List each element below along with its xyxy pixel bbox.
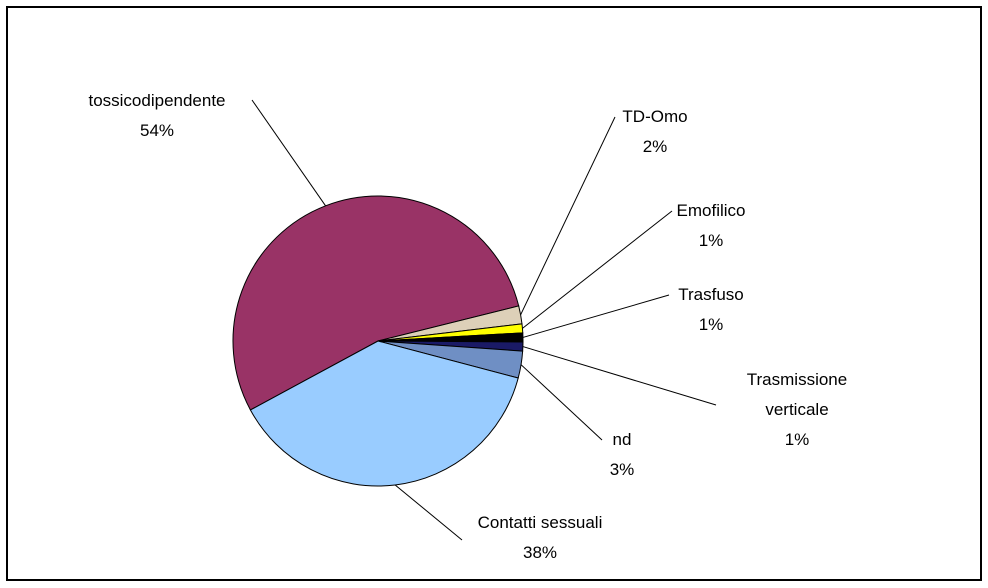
slice-name: Trasmissione verticale bbox=[746, 370, 848, 419]
slice-label: nd 3% bbox=[592, 425, 652, 485]
slice-label: TD-Omo 2% bbox=[595, 102, 715, 162]
slice-percent: 38% bbox=[522, 543, 558, 562]
leader-line bbox=[520, 116, 616, 316]
pie-slice bbox=[249, 340, 519, 487]
slice-label: Emofilico 1% bbox=[651, 196, 771, 256]
slice-name: Trasfuso bbox=[678, 285, 744, 304]
leader-line bbox=[522, 294, 670, 338]
slice-name: Emofilico bbox=[676, 201, 746, 220]
slice-name: nd bbox=[612, 430, 632, 449]
leader-line bbox=[394, 484, 463, 541]
slice-label: Trasfuso 1% bbox=[651, 280, 771, 340]
slice-percent: 1% bbox=[698, 231, 724, 250]
pie-slice bbox=[232, 195, 520, 411]
slice-percent: 2% bbox=[642, 137, 668, 156]
leader-line bbox=[251, 99, 326, 207]
slice-name: TD-Omo bbox=[622, 107, 688, 126]
slice-label: Trasmissione verticale 1% bbox=[732, 365, 862, 455]
slice-percent: 1% bbox=[698, 315, 724, 334]
slice-percent: 54% bbox=[139, 121, 175, 140]
leader-line bbox=[522, 346, 717, 406]
leader-line bbox=[522, 210, 673, 329]
slice-label: Contatti sessuali 38% bbox=[440, 508, 640, 568]
slice-name: tossicodipendente bbox=[88, 91, 226, 110]
slice-percent: 1% bbox=[784, 430, 810, 449]
slice-percent: 3% bbox=[609, 460, 635, 479]
leader-line bbox=[520, 364, 603, 441]
slice-label: tossicodipendente 54% bbox=[57, 86, 257, 146]
slice-name: Contatti sessuali bbox=[477, 513, 603, 532]
